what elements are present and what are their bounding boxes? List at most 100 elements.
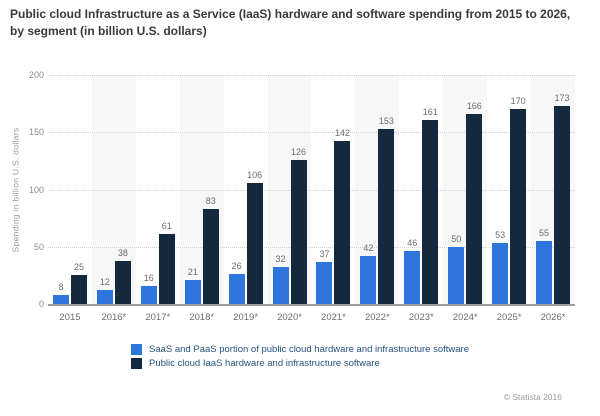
bar-saas-paas bbox=[184, 279, 201, 304]
legend-item: SaaS and PaaS portion of public cloud ha… bbox=[130, 344, 470, 355]
bar-saas-paas bbox=[492, 243, 509, 304]
bar-value-label: 106 bbox=[247, 169, 263, 180]
bar-wrap: 166 bbox=[466, 75, 483, 304]
bar-wrap: 61 bbox=[158, 75, 175, 304]
chart-title: Public cloud Infrastructure as a Service… bbox=[10, 7, 571, 38]
bar-saas-paas bbox=[404, 251, 421, 304]
legend-item: Public cloud IaaS hardware and infrastru… bbox=[130, 358, 469, 369]
bar-wrap: 21 bbox=[184, 75, 201, 304]
bar-group: 26 106 2019* bbox=[224, 75, 268, 323]
bar-value-label: 21 bbox=[187, 266, 198, 277]
bar-wrap: 142 bbox=[334, 75, 351, 304]
statista-attribution: © Statista 2016 bbox=[503, 392, 562, 402]
x-axis-label: 2025* bbox=[496, 312, 522, 323]
bar-value-label: 26 bbox=[231, 261, 242, 272]
bar-value-label: 46 bbox=[407, 238, 418, 249]
bar-iaas bbox=[158, 234, 175, 304]
bar-wrap: 161 bbox=[422, 75, 439, 304]
legend-swatch bbox=[130, 358, 142, 369]
bar-value-label: 12 bbox=[99, 277, 110, 288]
bar-group: 12 38 2016* bbox=[92, 75, 136, 323]
bar-group: 42 153 2022* bbox=[355, 75, 399, 323]
bar-wrap: 46 bbox=[404, 75, 421, 304]
bar-value-label: 55 bbox=[539, 228, 550, 239]
bar-iaas bbox=[246, 182, 263, 304]
bar-iaas bbox=[422, 119, 439, 304]
bar-group: 21 83 2018* bbox=[180, 75, 224, 323]
bar-wrap: 26 bbox=[228, 75, 245, 304]
bar-wrap: 170 bbox=[510, 75, 527, 304]
bar-value-label: 38 bbox=[117, 247, 128, 258]
legend-label: SaaS and PaaS portion of public cloud ha… bbox=[148, 344, 470, 355]
bar-saas-paas bbox=[536, 241, 553, 304]
bar-iaas bbox=[334, 141, 351, 304]
bar-wrap: 25 bbox=[70, 75, 87, 304]
bar-value-label: 61 bbox=[161, 221, 172, 232]
bar-saas-paas bbox=[96, 290, 113, 304]
bar-saas-paas bbox=[448, 246, 465, 304]
bar-wrap: 83 bbox=[202, 75, 219, 304]
bar-iaas bbox=[378, 128, 395, 304]
x-axis-label: 2021* bbox=[321, 312, 346, 323]
bar-value-label: 37 bbox=[319, 248, 330, 259]
bar-wrap: 8 bbox=[52, 75, 69, 304]
bar-saas-paas bbox=[360, 255, 377, 304]
bar-value-label: 8 bbox=[58, 281, 64, 292]
bar-group: 50 166 2024* bbox=[443, 75, 487, 323]
plot-area: 0 50 100 150 200 8 25 2015 12 38 2016* 16 61 2017* 21 8… bbox=[29, 70, 575, 323]
bar-value-label: 42 bbox=[363, 242, 374, 253]
gridline bbox=[48, 132, 575, 134]
bar-value-label: 50 bbox=[451, 233, 462, 244]
y-tick-label: 150 bbox=[28, 127, 44, 138]
x-axis-label: 2022* bbox=[364, 312, 390, 323]
bar-iaas bbox=[202, 208, 219, 304]
bar-iaas bbox=[510, 109, 527, 304]
gridline bbox=[48, 75, 575, 76]
bar-value-label: 170 bbox=[510, 96, 526, 107]
x-axis-label: 2017* bbox=[145, 312, 171, 323]
bar-value-label: 25 bbox=[73, 262, 84, 273]
gridline bbox=[48, 246, 575, 248]
legend: SaaS and PaaS portion of public cloud ha… bbox=[130, 341, 470, 372]
bar-wrap: 106 bbox=[246, 75, 263, 304]
bar-wrap: 12 bbox=[96, 75, 113, 304]
bar-wrap: 126 bbox=[290, 75, 307, 304]
legend-swatch bbox=[130, 344, 142, 355]
bar-saas-paas bbox=[228, 274, 245, 304]
legend-label: Public cloud IaaS hardware and infrastru… bbox=[148, 358, 380, 369]
bar-group: 32 126 2020* bbox=[268, 75, 312, 323]
bar-value-label: 16 bbox=[143, 272, 154, 283]
bar-group: 53 170 2025* bbox=[487, 75, 531, 323]
bar-value-label: 142 bbox=[334, 128, 350, 139]
x-axis-label: 2019* bbox=[233, 312, 259, 323]
bar-wrap: 32 bbox=[272, 75, 289, 304]
bar-value-label: 161 bbox=[422, 106, 438, 117]
bar-group: 37 142 2021* bbox=[312, 75, 356, 323]
x-axis-label: 2026* bbox=[540, 312, 566, 323]
bar-wrap: 42 bbox=[360, 75, 377, 304]
y-tick-label: 100 bbox=[28, 184, 44, 195]
bar-wrap: 173 bbox=[554, 75, 571, 304]
x-axis-label: 2023* bbox=[408, 312, 434, 323]
bar-saas-paas bbox=[52, 294, 69, 304]
bar-iaas bbox=[70, 275, 87, 304]
y-tick-label: 0 bbox=[38, 299, 44, 309]
x-axis-label: 2020* bbox=[277, 312, 302, 323]
bar-wrap: 153 bbox=[378, 75, 395, 304]
y-tick-label: 200 bbox=[28, 70, 44, 80]
x-axis-label: 2015 bbox=[59, 312, 81, 323]
x-axis-label: 2024* bbox=[452, 312, 478, 323]
bar-value-label: 153 bbox=[378, 115, 394, 126]
bar-wrap: 53 bbox=[492, 75, 509, 304]
bar-wrap: 55 bbox=[536, 75, 553, 304]
bar-saas-paas bbox=[316, 261, 333, 304]
bar-wrap: 16 bbox=[140, 75, 157, 304]
bar-value-label: 126 bbox=[291, 146, 307, 157]
x-axis-label: 2016* bbox=[101, 312, 127, 323]
bar-wrap: 50 bbox=[448, 75, 465, 304]
bar-group: 55 173 2026* bbox=[531, 75, 575, 323]
bar-iaas bbox=[290, 159, 307, 304]
gridline bbox=[48, 189, 575, 191]
bar-saas-paas bbox=[272, 267, 289, 304]
bar-saas-paas bbox=[140, 285, 157, 304]
